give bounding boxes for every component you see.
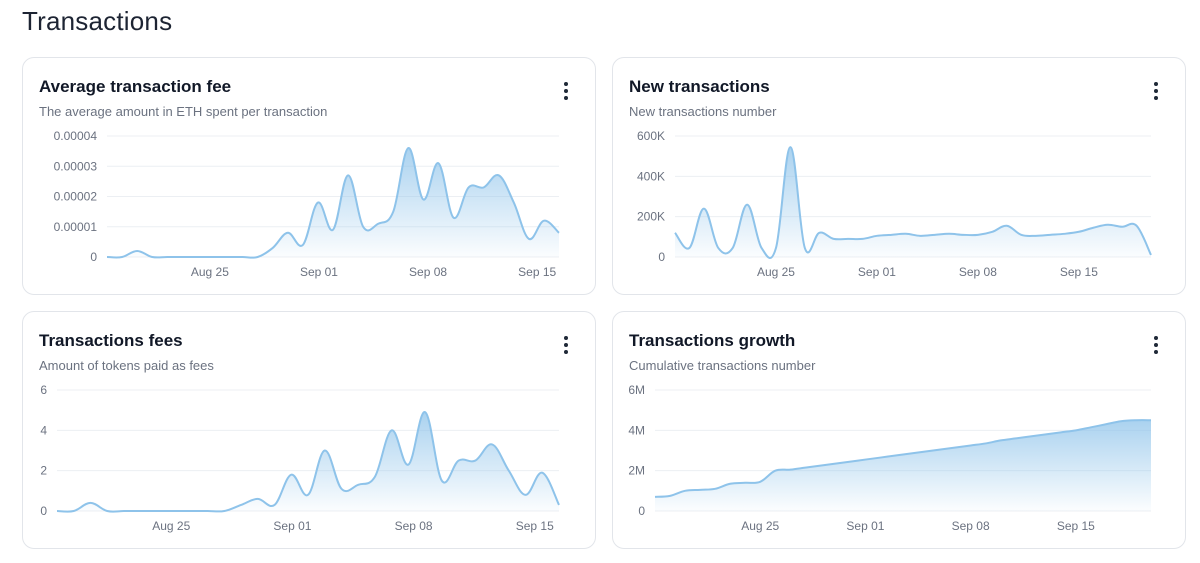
card-subtitle: Amount of tokens paid as fees [39, 358, 214, 373]
y-tick-label: 4M [628, 423, 645, 437]
area-fill [675, 147, 1151, 259]
chart-card-transactions-growth: Transactions growth Cumulative transacti… [612, 311, 1186, 549]
y-tick-label: 0 [40, 504, 47, 518]
card-subtitle: The average amount in ETH spent per tran… [39, 104, 328, 119]
more-vertical-icon[interactable] [1147, 334, 1165, 356]
x-tick-label: Aug 25 [741, 519, 779, 533]
x-tick-label: Sep 01 [846, 519, 884, 533]
y-tick-label: 2M [628, 464, 645, 478]
y-tick-label: 200K [637, 210, 665, 224]
series-line [56, 411, 560, 513]
x-tick-label: Aug 25 [152, 519, 190, 533]
new-transactions-chart: 0 200K 400K 600K Aug 25 Sep 01 Sep 08 Sep 15 [637, 129, 1152, 279]
y-tick-label: 0.00001 [54, 220, 98, 234]
x-tick-label: Sep 08 [952, 519, 990, 533]
card-title: Transactions growth [629, 331, 796, 350]
y-tick-label: 0.00003 [54, 159, 98, 173]
chart-card-transactions-fees: Transactions fees Amount of tokens paid … [22, 311, 596, 549]
x-tick-label: Sep 01 [858, 265, 896, 279]
x-tick-label: Sep 01 [300, 265, 338, 279]
x-tick-label: Sep 08 [959, 265, 997, 279]
y-tick-label: 600K [637, 129, 665, 143]
x-tick-label: Sep 15 [516, 519, 554, 533]
y-tick-label: 400K [637, 169, 665, 183]
x-tick-label: Sep 08 [409, 265, 447, 279]
more-vertical-icon[interactable] [1147, 80, 1165, 102]
x-tick-label: Sep 15 [1057, 519, 1095, 533]
chart-card-average-transaction-fee: Average transaction fee The average amou… [22, 57, 596, 295]
series-line [106, 147, 560, 259]
x-tick-label: Sep 01 [273, 519, 311, 533]
x-tick-label: Sep 15 [1060, 265, 1098, 279]
chart-card-new-transactions: New transactions New transactions number… [612, 57, 1186, 295]
card-title: New transactions [629, 77, 770, 96]
x-tick-label: Aug 25 [191, 265, 229, 279]
y-tick-label: 2 [40, 464, 47, 478]
y-tick-label: 0 [658, 250, 665, 264]
y-tick-label: 0 [90, 250, 97, 264]
y-tick-label: 0 [638, 504, 645, 518]
area-fill [107, 148, 559, 258]
y-tick-label: 0.00004 [54, 129, 98, 143]
more-vertical-icon[interactable] [557, 80, 575, 102]
y-tick-label: 4 [40, 423, 47, 437]
average-transaction-fee-chart: 0 0.00001 0.00002 0.00003 0.00004 Aug 25 Sep 0… [54, 129, 560, 279]
series-line [674, 146, 1152, 259]
card-title: Transactions fees [39, 331, 183, 350]
transactions-fees-chart: 0 2 4 6 Aug 25 Sep 01 Sep 08 Sep 15 [40, 383, 560, 533]
area-fill [655, 420, 1151, 511]
transactions-growth-chart: 0 2M 4M 6M Aug 25 Sep 01 Sep 08 Sep 15 [628, 383, 1152, 533]
x-tick-label: Aug 25 [757, 265, 795, 279]
page-title: Transactions [22, 6, 173, 36]
series-line [654, 419, 1152, 498]
card-subtitle: Cumulative transactions number [629, 358, 816, 373]
y-tick-label: 0.00002 [54, 190, 98, 204]
x-tick-label: Sep 08 [395, 519, 433, 533]
x-tick-label: Sep 15 [518, 265, 556, 279]
y-tick-label: 6M [628, 383, 645, 397]
more-vertical-icon[interactable] [557, 334, 575, 356]
card-subtitle: New transactions number [629, 104, 777, 119]
y-tick-label: 6 [40, 383, 47, 397]
card-title: Average transaction fee [39, 77, 232, 96]
area-fill [57, 412, 559, 512]
